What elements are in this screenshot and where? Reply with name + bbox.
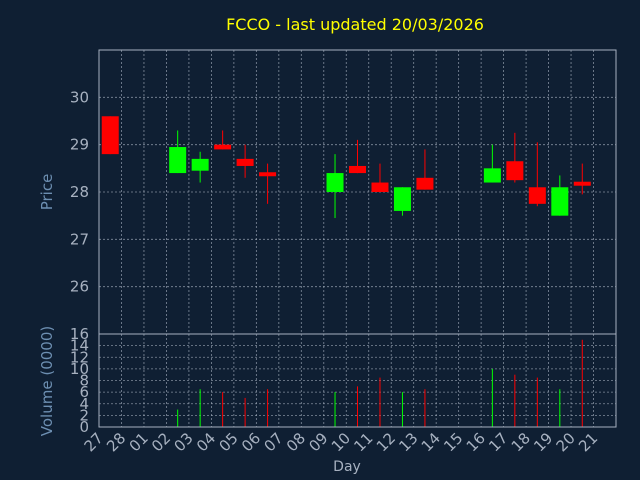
price-tick-label: 30: [70, 88, 89, 106]
price-tick-label: 28: [70, 183, 89, 201]
candle-body: [573, 181, 591, 186]
candle-body: [214, 144, 232, 150]
price-tick-label: 27: [70, 230, 89, 248]
candle-body: [349, 165, 366, 174]
price-tick-label: 26: [70, 278, 89, 296]
price-grid: [99, 50, 616, 334]
candle-body: [393, 187, 411, 211]
price-axis-label: Price: [38, 174, 56, 211]
volume-tick-label: 16: [70, 325, 89, 343]
candle-body: [371, 182, 389, 192]
volume-tick-label: 0: [79, 418, 89, 436]
price-tick-label: 29: [70, 136, 89, 154]
candle-body: [169, 147, 187, 174]
candle-body: [528, 187, 546, 204]
volume-tick-label: 6: [79, 383, 89, 401]
candle-body: [326, 173, 344, 192]
volume-tick-label: 10: [70, 360, 89, 378]
price-candles: [101, 116, 591, 219]
x-axis-ticks: 2728010203040506070809101112131415161718…: [81, 429, 602, 455]
volume-tick-label: 2: [79, 406, 89, 424]
candle-body: [506, 161, 524, 181]
volume-grid: [99, 333, 616, 428]
candle-body: [551, 187, 569, 216]
volume-axis-label: Volume (0000): [38, 326, 56, 436]
volume-bars: [177, 339, 583, 427]
volume-tick-label: 4: [79, 395, 89, 413]
volume-tick-label: 12: [70, 348, 89, 366]
volume-tick-label: 8: [79, 372, 89, 390]
candle-body: [416, 177, 434, 190]
volume-plot-frame: [98, 333, 617, 428]
candle-body: [483, 168, 501, 183]
x-axis-label: Day: [333, 459, 361, 475]
x-tick-label: 21: [575, 429, 601, 455]
price-y-ticks: 26 27 28 29 30: [70, 88, 89, 295]
candle-body: [236, 158, 254, 166]
candle-body: [259, 172, 277, 177]
candle-body: [101, 116, 119, 155]
candle-body: [191, 158, 209, 171]
volume-tick-label: 14: [70, 337, 89, 355]
chart-title: FCCO - last updated 20/03/2026: [226, 15, 484, 34]
